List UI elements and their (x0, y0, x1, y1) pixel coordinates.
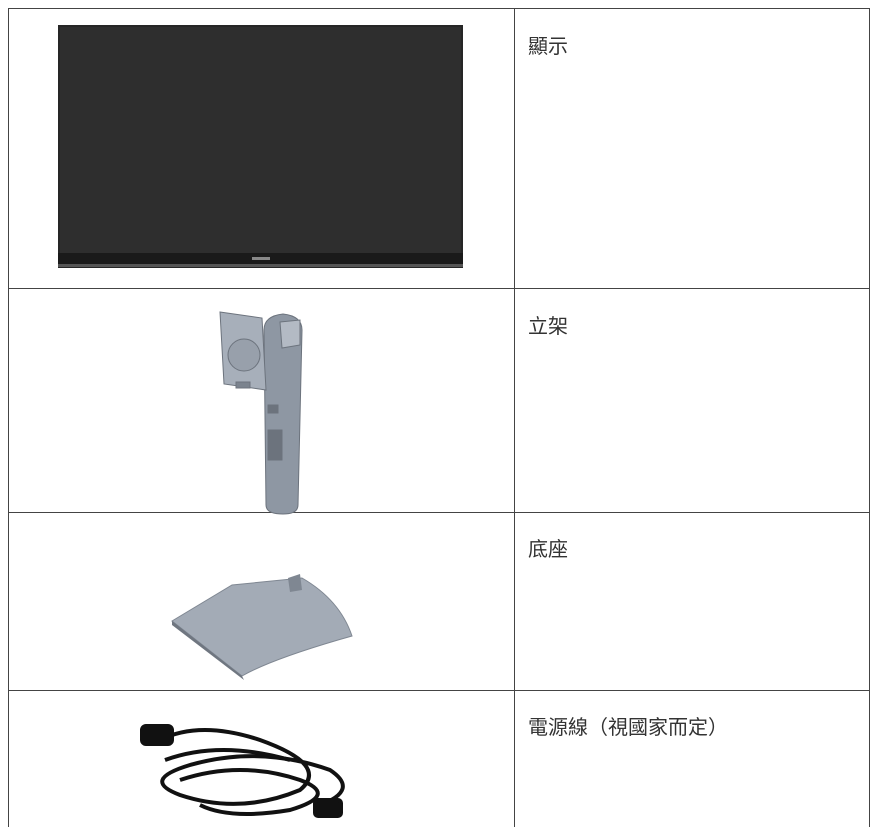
base-image (171, 574, 353, 680)
row-label: 立架 (528, 314, 568, 338)
table-grid (8, 8, 870, 827)
row-label: 電源線（視國家而定） (528, 715, 728, 739)
power-cable-image (140, 724, 345, 818)
row-label: 底座 (528, 537, 568, 561)
stand-image (219, 311, 303, 515)
row-label: 顯示 (528, 34, 568, 58)
monitor-image (58, 25, 463, 268)
